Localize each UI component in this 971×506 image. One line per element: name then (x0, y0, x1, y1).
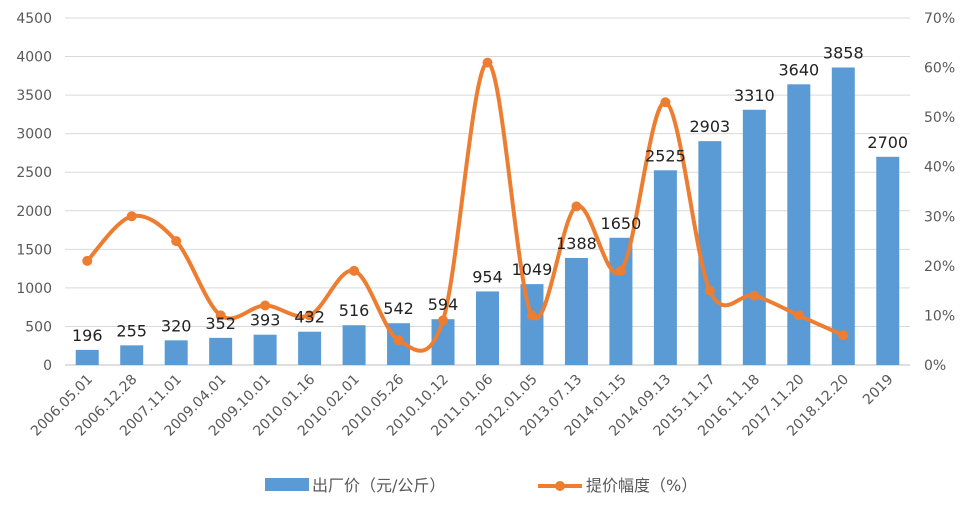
line-point (615, 265, 626, 276)
bar (164, 340, 188, 365)
bar (564, 257, 588, 365)
left-tick-label: 3000 (16, 127, 52, 143)
bar (698, 141, 722, 365)
line-point (215, 310, 226, 321)
bar-data-label: 3640 (778, 60, 819, 79)
bar-data-label: 1388 (556, 234, 597, 253)
right-tick-label: 40% (924, 160, 955, 176)
left-tick-label: 500 (25, 319, 52, 335)
bar-data-label: 516 (339, 301, 370, 320)
left-tick-label: 2500 (16, 165, 52, 181)
bar (75, 349, 99, 365)
bar-data-label: 196 (72, 326, 103, 345)
line-point (482, 57, 493, 68)
left-tick-label: 4500 (16, 11, 52, 27)
bar-data-label: 3310 (734, 86, 775, 105)
bar-data-label: 432 (294, 308, 325, 327)
legend: 出厂价（元/公斤） 提价幅度（%） (265, 476, 697, 495)
right-axis: 0% 10% 20% 30% 40% 50% 60% 70% (924, 11, 955, 374)
bar (520, 284, 544, 365)
legend-label-line: 提价幅度（%） (586, 476, 697, 495)
bar (476, 291, 499, 365)
bar-data-label: 2903 (690, 117, 731, 136)
line-point (393, 335, 404, 346)
bar-data-label: 2700 (867, 133, 908, 152)
gridlines (65, 17, 910, 366)
right-tick-label: 20% (924, 259, 955, 275)
bar-data-labels: 196 255 320 352 393 432 516 542 594 954 1049138816… (72, 44, 908, 345)
bar (831, 67, 855, 365)
bar-data-label: 255 (116, 321, 147, 340)
right-tick-label: 30% (924, 209, 955, 225)
bar-data-label: 393 (250, 311, 281, 330)
line-point (793, 310, 804, 321)
legend-swatch-marker (555, 481, 565, 491)
bar (342, 325, 366, 365)
line-point (660, 97, 671, 108)
line-point (260, 300, 271, 311)
left-tick-label: 0 (43, 358, 52, 374)
line-point (526, 310, 537, 321)
bar (787, 84, 811, 365)
bar (209, 337, 233, 365)
line-series (82, 57, 849, 353)
bar-data-label: 1049 (512, 260, 553, 279)
line-point (571, 201, 582, 212)
bar (120, 345, 144, 365)
left-tick-label: 3500 (16, 88, 52, 104)
right-tick-label: 70% (924, 11, 955, 27)
bar-series (75, 67, 900, 365)
bar (742, 109, 766, 365)
bar-data-label: 542 (383, 299, 414, 318)
line-point (126, 211, 137, 222)
right-tick-label: 50% (924, 110, 955, 126)
series-line (85, 60, 846, 353)
bar-data-label: 954 (472, 267, 503, 286)
bar (609, 237, 633, 365)
line-point (438, 315, 449, 326)
right-tick-label: 60% (924, 61, 955, 77)
right-tick-label: 10% (924, 308, 955, 324)
bar-data-label: 1650 (601, 214, 642, 233)
bar (298, 331, 322, 365)
bar-data-label: 352 (205, 314, 236, 333)
line-point (749, 290, 760, 301)
x-tick-label: 2019 (860, 372, 897, 409)
bar (653, 170, 677, 365)
bar (876, 156, 900, 365)
left-tick-label: 1000 (16, 281, 52, 297)
line-point (82, 255, 93, 266)
bar (253, 334, 277, 365)
line-point (349, 265, 360, 276)
left-tick-label: 4000 (16, 50, 52, 66)
left-tick-label: 2000 (16, 204, 52, 220)
left-axis: 0 500 1000 1500 2000 2500 3000 3500 4000 4500 (16, 11, 52, 374)
x-axis: 2006.05.012006.12.282007.11.012009.04.01… (28, 371, 897, 439)
bar-data-label: 594 (428, 295, 459, 314)
line-point (171, 236, 182, 247)
right-tick-label: 0% (924, 358, 946, 374)
bar-data-label: 3858 (823, 44, 864, 63)
left-tick-label: 1500 (16, 242, 52, 258)
bar-data-label: 320 (161, 316, 192, 335)
line-point (704, 285, 715, 296)
line-point (838, 330, 849, 341)
legend-label-bar: 出厂价（元/公斤） (312, 476, 445, 495)
legend-swatch-bar (265, 478, 309, 491)
line-point (304, 310, 315, 321)
bar-data-label: 2525 (645, 146, 686, 165)
